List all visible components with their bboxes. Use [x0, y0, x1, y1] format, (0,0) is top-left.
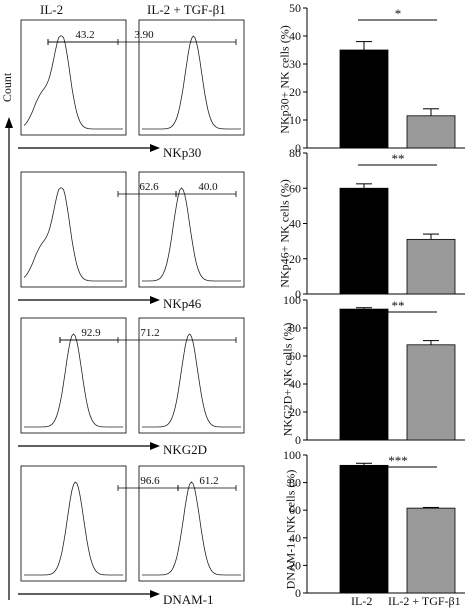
gate-value-nkg2d-il2-tgf: 71.2	[140, 327, 159, 339]
histogram-curve-nkp30-il2-tgf	[142, 35, 241, 130]
histogram-panel-nkp30-il2	[20, 19, 127, 136]
bar-ytick-label-nkg2d: 0	[295, 433, 301, 447]
bar-ytick-label-nkg2d: 100	[283, 293, 301, 307]
bar-ytick-label-nkp46: 40	[289, 217, 301, 231]
bar-ytick-label-dnam1: 0	[295, 586, 301, 600]
bar-ytick-label-nkg2d: 80	[289, 321, 301, 335]
histogram-curve-nkg2d-il2	[24, 333, 123, 428]
bar-dnam1-il2-tgf	[406, 507, 456, 594]
bar-ytick-label-nkp46: 0	[295, 287, 301, 301]
bar-nkg2d-il2	[339, 308, 389, 441]
bar-ytick-label-dnam1: 80	[289, 476, 301, 490]
bar-ytick-label-dnam1: 60	[289, 503, 301, 517]
significance-label-nkp30: *	[395, 6, 402, 21]
bar-dnam1-il2	[339, 464, 389, 594]
significance-label-nkp46: **	[392, 151, 405, 166]
bar-ytick-label-nkp30: 20	[289, 85, 301, 99]
gate-value-nkp46-il2: 62.6	[139, 181, 159, 193]
histogram-panel-nkg2d-il2-tgf	[138, 317, 245, 434]
marker-axis-arrowhead-dnam1	[150, 590, 160, 598]
marker-axis-arrowhead-nkg2d	[150, 442, 160, 450]
bar-ytick-label-nkp30: 0	[295, 141, 301, 155]
marker-label-nkp30: NKp30	[163, 145, 202, 160]
bar-ytick-label-nkp30: 50	[289, 1, 301, 15]
bar-xlabel-il2-tgf: IL-2 + TGF-β1	[388, 594, 461, 608]
histogram-curve-nkp46-il2-tgf	[142, 187, 241, 282]
histogram-curve-dnam1-il2-tgf	[142, 481, 241, 576]
histogram-curve-nkp30-il2	[23, 35, 123, 130]
gate-value-nkp46-il2-tgf: 40.0	[198, 181, 218, 193]
bar-nkp30-il2-tgf	[406, 115, 456, 149]
marker-axis-arrowhead-nkp30	[150, 144, 160, 152]
bar-xlabel-il2: IL-2	[351, 594, 373, 608]
histogram-panel-nkp46-il2-tgf	[138, 171, 245, 288]
marker-axis-arrowhead-nkp46	[150, 296, 160, 304]
bar-ytick-label-dnam1: 40	[289, 531, 301, 545]
bar-ytick-label-dnam1: 100	[283, 448, 301, 462]
count-axis-arrowhead	[5, 117, 13, 128]
histogram-panel-dnam1-il2	[20, 465, 127, 582]
bar-ytick-label-nkp30: 10	[289, 113, 301, 127]
histogram-panel-nkg2d-il2	[20, 317, 127, 434]
bar-nkg2d-il2-tgf	[406, 344, 456, 441]
gate-value-dnam1-il2-tgf: 61.2	[199, 475, 218, 487]
bar-ytick-label-nkp46: 60	[289, 181, 301, 195]
bar-nkp46-il2	[339, 187, 389, 295]
bar-nkp30-il2	[339, 49, 389, 149]
bar-ytick-label-nkp30: 40	[289, 29, 301, 43]
significance-label-nkg2d: **	[392, 298, 405, 313]
column-title-il2: IL-2	[40, 2, 64, 17]
gate-value-dnam1-il2: 96.6	[140, 475, 160, 487]
marker-label-nkp46: NKp46	[163, 296, 202, 311]
bar-ytick-label-nkg2d: 20	[289, 405, 301, 419]
gate-value-nkg2d-il2: 92.9	[81, 327, 101, 339]
bar-ytick-label-nkg2d: 40	[289, 377, 301, 391]
histogram-panel-dnam1-il2-tgf	[138, 465, 245, 582]
marker-label-dnam1: DNAM-1	[163, 592, 214, 607]
marker-label-nkg2d: NKG2D	[163, 442, 208, 457]
histogram-curve-nkp46-il2	[23, 187, 123, 282]
gate-value-nkp30-il2-tgf: 3.90	[134, 29, 154, 41]
gate-value-nkp30-il2: 43.2	[75, 29, 94, 41]
significance-label-dnam1: ***	[388, 453, 408, 468]
histogram-curve-nkg2d-il2-tgf	[142, 333, 241, 428]
histogram-panel-nkp46-il2	[20, 171, 127, 288]
histogram-curve-dnam1-il2	[24, 481, 123, 576]
bar-ytick-label-nkp30: 30	[289, 57, 301, 71]
bar-nkp46-il2-tgf	[406, 238, 456, 295]
bar-ytick-label-nkg2d: 60	[289, 349, 301, 363]
bar-ytick-label-dnam1: 20	[289, 558, 301, 572]
column-title-il2-tgf: IL-2 + TGF-β1	[147, 2, 226, 17]
histogram-panel-nkp30-il2-tgf	[138, 19, 245, 136]
bar-ytick-label-nkp46: 20	[289, 252, 301, 266]
bar-ytick-label-nkp46: 80	[289, 146, 301, 160]
